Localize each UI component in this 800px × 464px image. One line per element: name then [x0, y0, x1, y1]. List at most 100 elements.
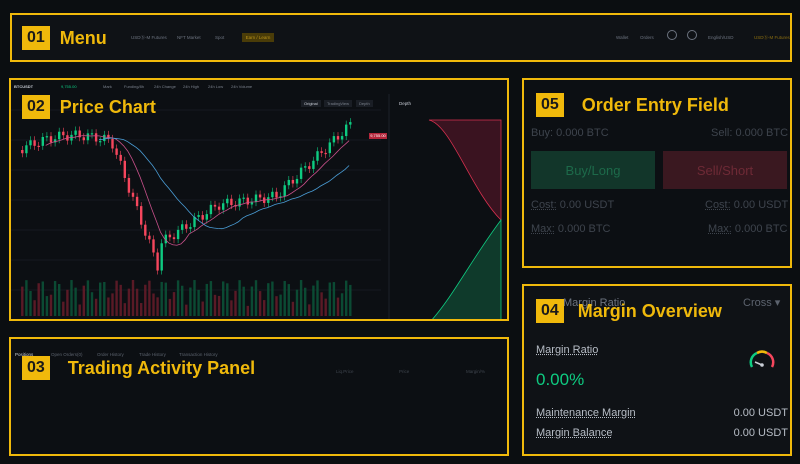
- sell-amount-row: Sell: 0.000 BTC: [711, 127, 788, 139]
- activity-tag-number: 03: [22, 356, 50, 380]
- chart-last-price: 9,755.00: [61, 84, 77, 89]
- candle-body: [222, 203, 225, 210]
- candle-body: [53, 139, 57, 143]
- volume-bar: [144, 284, 147, 316]
- tab-order-history[interactable]: Order History: [97, 352, 124, 357]
- volume-bar: [222, 281, 225, 316]
- volume-bar: [258, 291, 262, 316]
- volume-bar: [205, 283, 208, 316]
- menu-item-earn[interactable]: Earn / Learn: [242, 33, 274, 42]
- candles-group: [21, 118, 352, 316]
- candle-body: [287, 179, 290, 186]
- candle-body: [131, 192, 135, 197]
- tab-trade-history[interactable]: Trade History: [139, 352, 166, 357]
- menu-item-futures-right[interactable]: USDⓈ-M Futures: [754, 35, 790, 40]
- volume-bar: [90, 292, 94, 316]
- candle-body: [299, 167, 303, 179]
- margin-mode-dropdown[interactable]: Cross ▾: [743, 296, 780, 309]
- depth-asks-area: [428, 119, 502, 221]
- candle-body: [271, 191, 274, 198]
- menu-item-orders[interactable]: Orders: [640, 35, 654, 40]
- volume-bar: [242, 286, 245, 316]
- candle-body: [140, 206, 143, 225]
- volume-bar: [271, 281, 274, 316]
- chart-stat-change: 24h Change: [154, 84, 176, 89]
- candle-body: [21, 150, 24, 154]
- max-sell-row: Max: 0.000 BTC: [708, 223, 788, 235]
- candle-body: [41, 137, 44, 146]
- volume-bar: [115, 280, 118, 316]
- candle-body: [172, 237, 176, 240]
- volume-bar: [189, 287, 192, 316]
- candlestick-chart[interactable]: [11, 80, 509, 321]
- candle-body: [275, 191, 278, 198]
- volume-bar: [82, 285, 85, 316]
- menu-item-wallet[interactable]: Wallet: [616, 35, 629, 40]
- volume-bar: [86, 280, 90, 316]
- volume-bar: [94, 298, 98, 316]
- trading-activity-panel: Positions Open Orders(0) Order History T…: [9, 337, 509, 456]
- candle-body: [160, 243, 163, 271]
- buy-long-button[interactable]: Buy/Long: [531, 151, 655, 189]
- menu-tag-number: 01: [22, 26, 50, 50]
- candle-body: [74, 130, 77, 135]
- candle-body: [144, 224, 147, 236]
- candle-body: [25, 145, 28, 154]
- sell-amount-label: Sell:: [711, 127, 733, 139]
- cost-buy-value: 0.00 USDT: [559, 199, 615, 211]
- margin-overview-panel: [522, 284, 792, 456]
- candle-body: [230, 198, 233, 206]
- chart-stat-low: 24h Low: [208, 84, 224, 89]
- max-buy-row: Max: 0.000 BTC: [531, 223, 611, 235]
- tab-transaction-history[interactable]: Transaction History: [179, 352, 218, 357]
- max-buy-label: Max:: [531, 223, 555, 235]
- volume-bar: [176, 280, 180, 316]
- volume-bar: [308, 304, 311, 316]
- volume-bar: [197, 289, 200, 316]
- volume-bar: [131, 280, 135, 316]
- volume-bar: [74, 287, 77, 316]
- chart-stat-mark: Mark: [103, 84, 112, 89]
- candle-body: [148, 235, 151, 240]
- candle-body: [189, 227, 192, 229]
- candle-body: [86, 133, 90, 141]
- price-chart-panel: BTCUSDT 9,755.00 Mark Funding/8h 24h Cha…: [9, 78, 509, 321]
- user-icon[interactable]: [667, 30, 677, 40]
- depth-chart-label: Depth: [399, 101, 412, 106]
- candle-body: [291, 179, 295, 184]
- tab-positions[interactable]: Positions: [15, 352, 34, 357]
- menu-item-nft[interactable]: NFT Market: [177, 35, 201, 40]
- volume-bar: [58, 283, 61, 316]
- view-tradingview-button[interactable]: TradingView: [324, 100, 353, 107]
- candle-body: [201, 215, 204, 220]
- view-original-button[interactable]: Original: [301, 100, 321, 107]
- volume-bar: [107, 297, 110, 316]
- menu-item-futures[interactable]: USDⓈ-M Futures: [131, 35, 167, 40]
- candle-body: [185, 224, 188, 229]
- moving-average-line: [98, 137, 350, 230]
- candle-body: [193, 216, 196, 228]
- view-depth-button[interactable]: Depth: [356, 100, 373, 107]
- volume-bar: [62, 301, 65, 316]
- volume-bar: [328, 282, 331, 316]
- margin-tag-number: 04: [536, 299, 564, 323]
- sell-amount-value: 0.000 BTC: [735, 127, 789, 139]
- chart-symbol[interactable]: BTCUSDT: [14, 84, 34, 89]
- sell-short-button[interactable]: Sell/Short: [663, 151, 787, 189]
- tab-open-orders[interactable]: Open Orders(0): [51, 352, 83, 357]
- candle-body: [217, 206, 221, 210]
- chart-tag-number: 02: [22, 95, 50, 119]
- menu-item-spot[interactable]: Spot: [215, 35, 225, 40]
- volume-bar: [336, 297, 340, 316]
- download-icon[interactable]: [687, 30, 697, 40]
- volume-bar: [234, 290, 237, 316]
- volume-bar: [53, 281, 57, 316]
- candle-body: [58, 131, 61, 140]
- language-selector[interactable]: English/USD: [708, 35, 734, 40]
- candle-body: [111, 138, 114, 149]
- buy-amount-label: Buy:: [531, 127, 554, 139]
- candle-body: [238, 198, 241, 207]
- max-sell-value: 0.000 BTC: [734, 223, 788, 235]
- candle-body: [156, 252, 159, 271]
- candle-body: [152, 239, 155, 253]
